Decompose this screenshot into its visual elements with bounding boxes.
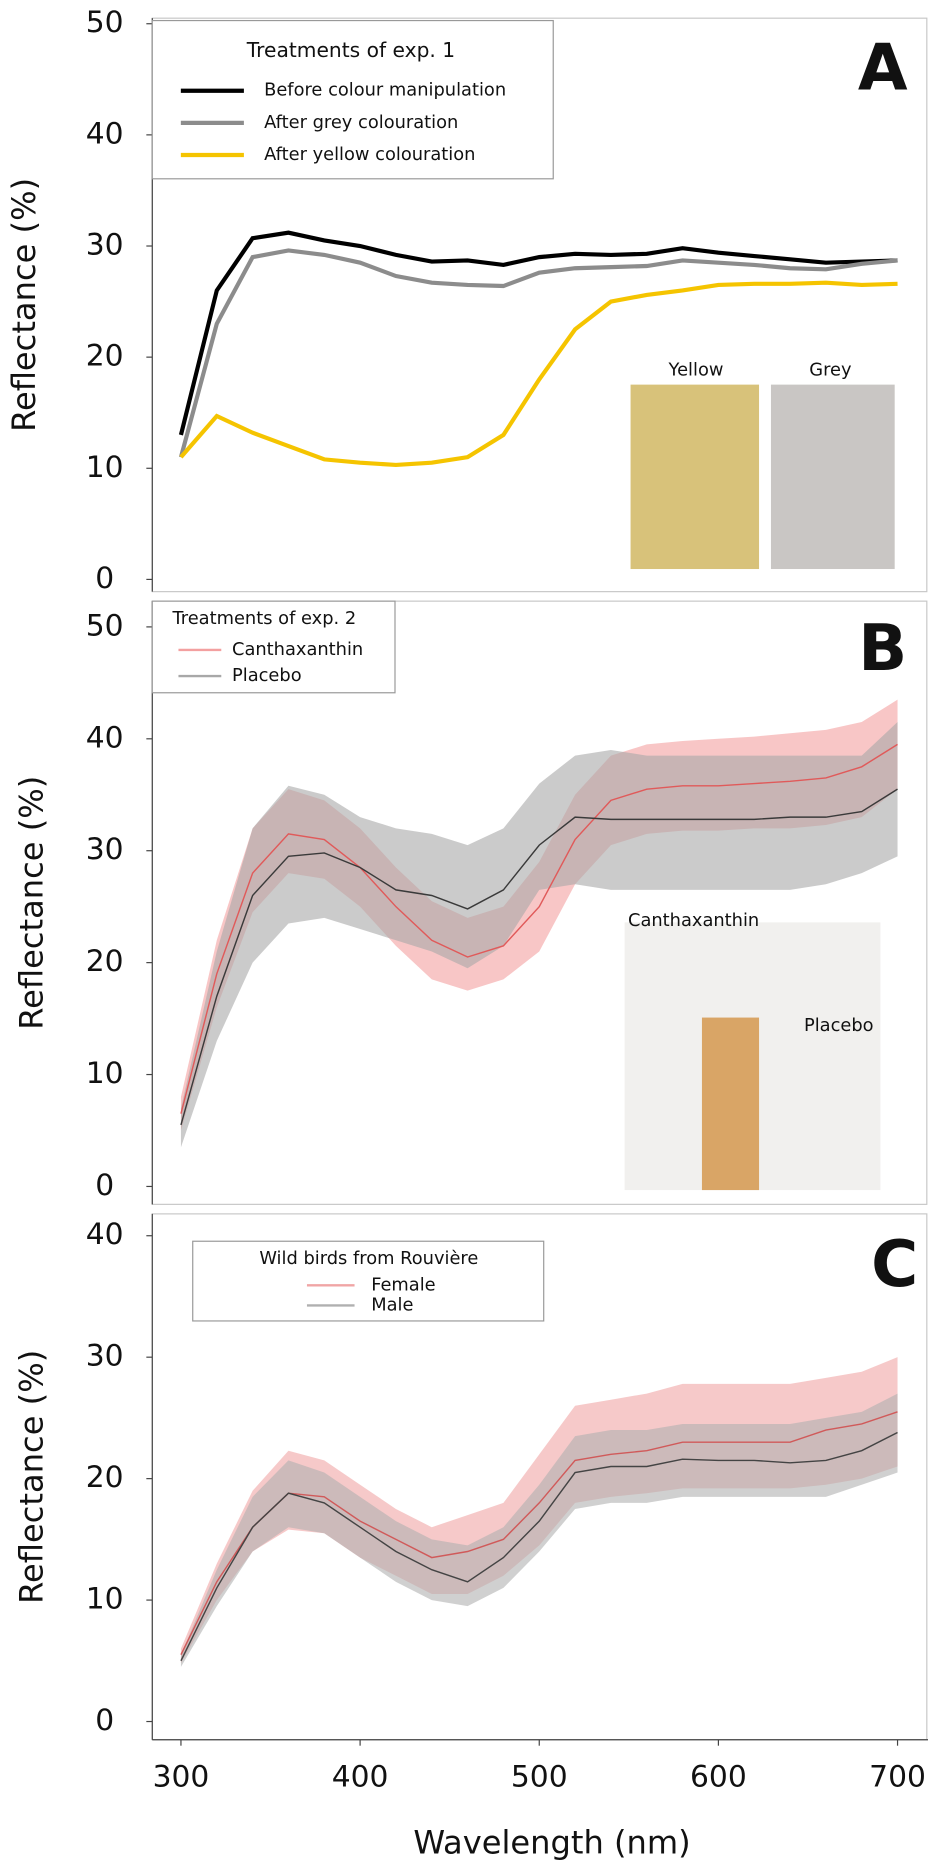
y-axis-label: Reflectance (%) bbox=[5, 178, 43, 432]
x-tick-label: 400 bbox=[332, 1759, 389, 1794]
y-tick-label: 30 bbox=[86, 1339, 124, 1374]
y-tick-label: 0 bbox=[95, 1703, 114, 1738]
panel-label: A bbox=[858, 30, 908, 105]
inset-label: Canthaxanthin bbox=[628, 910, 759, 931]
photo-inset bbox=[701, 1017, 760, 1191]
legend-title: Treatments of exp. 1 bbox=[246, 38, 455, 62]
y-tick-label: 40 bbox=[86, 116, 124, 151]
y-tick-label: 10 bbox=[86, 450, 124, 485]
x-tick-label: 600 bbox=[690, 1759, 747, 1794]
legend-label: Female bbox=[371, 1274, 435, 1295]
x-axis-label: Wavelength (nm) bbox=[413, 1823, 690, 1861]
inset-label: Yellow bbox=[668, 359, 724, 380]
y-tick-label: 10 bbox=[86, 1056, 124, 1091]
x-tick-label: 700 bbox=[869, 1759, 926, 1794]
confidence-band bbox=[180, 722, 898, 1148]
series-line bbox=[180, 788, 898, 1126]
photo-inset bbox=[770, 384, 895, 570]
legend-label: Placebo bbox=[232, 665, 302, 686]
y-tick-label: 20 bbox=[86, 339, 124, 374]
legend-box bbox=[151, 600, 396, 694]
panel-label: C bbox=[871, 1227, 918, 1302]
confidence-band bbox=[180, 1393, 898, 1667]
y-axis-label: Reflectance (%) bbox=[12, 1350, 50, 1604]
series-line bbox=[180, 1411, 898, 1656]
y-tick-label: 30 bbox=[86, 832, 124, 867]
x-tick-label: 300 bbox=[153, 1759, 210, 1794]
legend-title: Treatments of exp. 2 bbox=[172, 608, 357, 629]
legend-label: After grey colouration bbox=[264, 112, 458, 133]
y-tick-label: 50 bbox=[86, 5, 124, 40]
series-line bbox=[180, 743, 898, 1114]
series-line bbox=[180, 1431, 898, 1662]
y-tick-label: 20 bbox=[86, 1460, 124, 1495]
y-tick-label: 40 bbox=[86, 1217, 124, 1252]
legend-label: Male bbox=[371, 1294, 413, 1315]
series-line bbox=[178, 230, 898, 436]
legend-box bbox=[151, 19, 554, 180]
inset-label: Grey bbox=[809, 359, 852, 380]
legend-label: Before colour manipulation bbox=[264, 80, 506, 101]
y-tick-label: 0 bbox=[95, 1168, 114, 1203]
y-tick-label: 30 bbox=[86, 228, 124, 263]
y-tick-label: 40 bbox=[86, 720, 124, 755]
photo-inset bbox=[630, 384, 760, 570]
legend-title: Wild birds from Rouvière bbox=[259, 1248, 478, 1269]
x-tick-label: 500 bbox=[511, 1759, 568, 1794]
inset-label: Placebo bbox=[804, 1015, 874, 1036]
legend-label: After yellow colouration bbox=[264, 144, 475, 165]
y-tick-label: 20 bbox=[86, 944, 124, 979]
series-line bbox=[179, 280, 898, 468]
legend-box bbox=[192, 1240, 545, 1322]
y-axis-label: Reflectance (%) bbox=[12, 776, 50, 1030]
series-line bbox=[178, 248, 898, 458]
y-tick-label: 0 bbox=[95, 561, 114, 596]
panel-label: B bbox=[858, 611, 907, 686]
y-tick-label: 50 bbox=[86, 608, 124, 643]
y-tick-label: 10 bbox=[86, 1582, 124, 1617]
legend-label: Canthaxanthin bbox=[232, 639, 363, 660]
